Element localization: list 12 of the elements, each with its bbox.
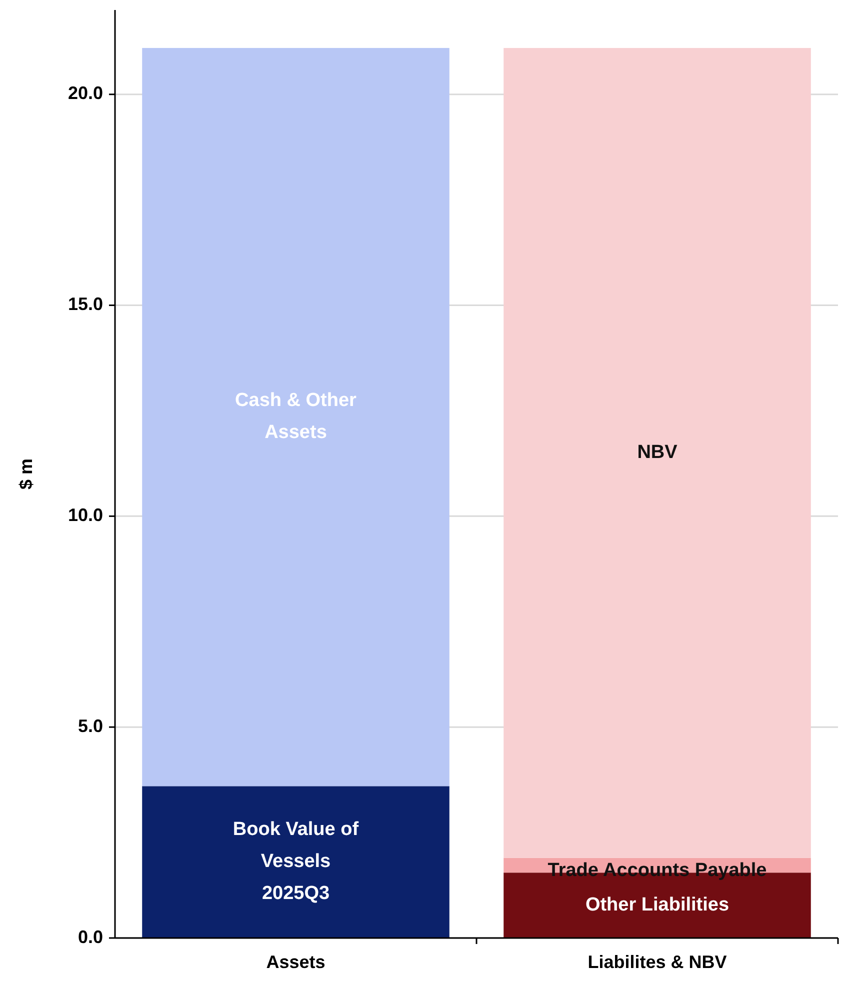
y-axis-title: $ m xyxy=(16,458,36,490)
y-tick-label: 10.0 xyxy=(68,504,103,525)
y-tick-label: 0.0 xyxy=(78,926,103,947)
series-label: Other Liabilities xyxy=(585,894,730,916)
series-label: NBV xyxy=(637,442,678,463)
y-tick-label: 15.0 xyxy=(68,294,103,314)
x-tick-label: Assets xyxy=(266,952,326,972)
series-label: Cash & Other Assets xyxy=(235,390,358,444)
x-tick-label: Liabilites & NBV xyxy=(588,952,727,972)
y-tick-label: 5.0 xyxy=(78,716,103,736)
series-label: Book Value of Vessels 2025Q3 xyxy=(232,819,360,904)
y-tick-label: 20.0 xyxy=(68,83,103,104)
